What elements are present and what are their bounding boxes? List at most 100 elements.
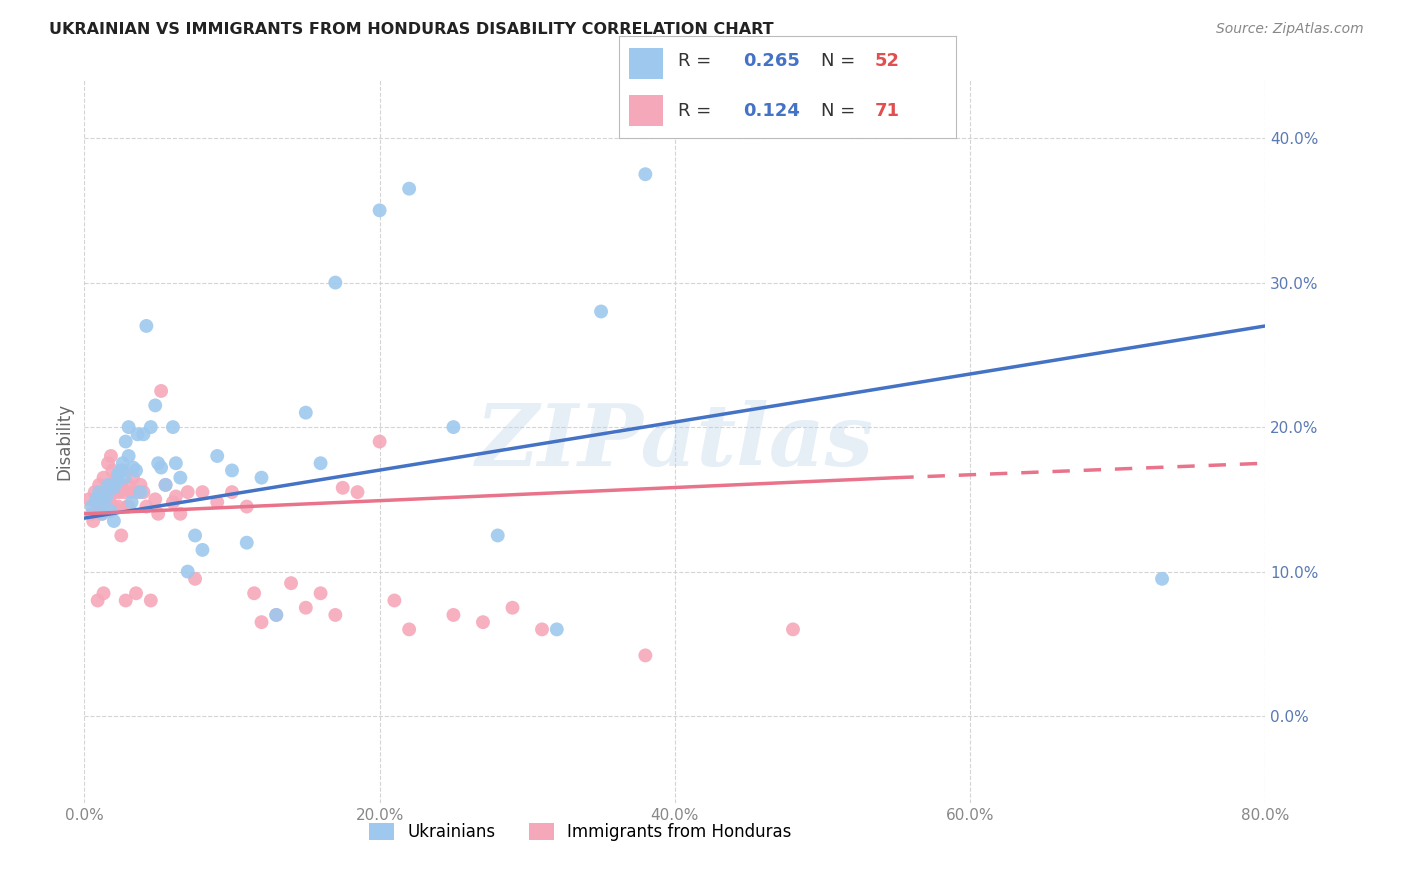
Point [97, 478, 120, 492]
Point [105, 470, 128, 484]
Point [177, 565, 200, 579]
Point [84, 495, 107, 509]
Text: Source: ZipAtlas.com: Source: ZipAtlas.com [1216, 22, 1364, 37]
Point [77, 492, 100, 507]
Point [118, 449, 141, 463]
Point [591, 304, 613, 318]
Point [98, 492, 121, 507]
Point [122, 460, 145, 475]
Point [93, 586, 115, 600]
Point [1150, 572, 1173, 586]
Point [169, 470, 191, 484]
Text: R =: R = [678, 53, 717, 70]
Point [103, 514, 125, 528]
Point [169, 507, 191, 521]
Point [114, 434, 136, 449]
Point [135, 500, 157, 514]
Point [83, 485, 105, 500]
Point [398, 623, 420, 637]
Point [87, 478, 111, 492]
Point [782, 623, 804, 637]
Point [107, 500, 129, 514]
Point [101, 463, 124, 477]
Point [111, 456, 134, 470]
Point [86, 593, 108, 607]
Text: 0.124: 0.124 [744, 102, 800, 120]
Point [100, 504, 122, 518]
Point [125, 463, 148, 477]
Point [443, 607, 465, 622]
Point [207, 449, 229, 463]
Text: 52: 52 [875, 53, 900, 70]
Point [96, 490, 118, 504]
Point [107, 467, 129, 481]
Point [309, 586, 332, 600]
Point [135, 318, 157, 333]
Point [103, 500, 125, 514]
Point [80, 500, 103, 514]
Point [143, 492, 166, 507]
Point [309, 456, 332, 470]
Point [118, 420, 141, 434]
Point [100, 478, 122, 492]
Point [325, 276, 347, 290]
Point [100, 449, 122, 463]
Point [634, 167, 657, 181]
Point [148, 507, 170, 521]
Point [139, 420, 162, 434]
Point [250, 615, 273, 630]
Point [125, 586, 148, 600]
Point [121, 485, 143, 500]
Point [114, 593, 136, 607]
Point [84, 492, 107, 507]
Point [398, 181, 420, 195]
Point [97, 456, 120, 470]
Point [184, 572, 207, 586]
Point [382, 593, 406, 607]
Point [634, 648, 657, 663]
Point [87, 485, 111, 500]
Point [368, 203, 391, 218]
Point [132, 485, 155, 500]
Point [118, 478, 141, 492]
Point [325, 607, 347, 622]
Point [96, 485, 118, 500]
Point [139, 593, 162, 607]
Point [129, 485, 152, 500]
Text: UKRAINIAN VS IMMIGRANTS FROM HONDURAS DISABILITY CORRELATION CHART: UKRAINIAN VS IMMIGRANTS FROM HONDURAS DI… [49, 22, 773, 37]
Point [221, 463, 243, 477]
Point [121, 495, 143, 509]
Point [501, 600, 523, 615]
Point [91, 507, 114, 521]
FancyBboxPatch shape [628, 95, 662, 126]
Point [111, 463, 134, 477]
Point [155, 478, 177, 492]
Point [332, 481, 354, 495]
Point [191, 542, 214, 557]
Point [184, 528, 207, 542]
Point [295, 600, 318, 615]
Point [177, 485, 200, 500]
Point [108, 485, 131, 500]
Point [112, 470, 135, 484]
Text: N =: N = [821, 53, 855, 70]
Point [110, 478, 132, 492]
Point [266, 607, 288, 622]
FancyBboxPatch shape [628, 48, 662, 78]
Point [236, 500, 259, 514]
Point [127, 427, 149, 442]
Point [122, 470, 145, 484]
Point [105, 475, 128, 489]
Point [90, 492, 112, 507]
Point [546, 623, 568, 637]
Point [162, 420, 184, 434]
Point [150, 460, 173, 475]
Text: 71: 71 [875, 102, 900, 120]
Point [443, 420, 465, 434]
Point [155, 478, 177, 492]
Point [129, 478, 152, 492]
Text: ZIPatlas: ZIPatlas [475, 400, 875, 483]
Point [162, 495, 184, 509]
Point [280, 576, 302, 591]
Text: N =: N = [821, 102, 855, 120]
